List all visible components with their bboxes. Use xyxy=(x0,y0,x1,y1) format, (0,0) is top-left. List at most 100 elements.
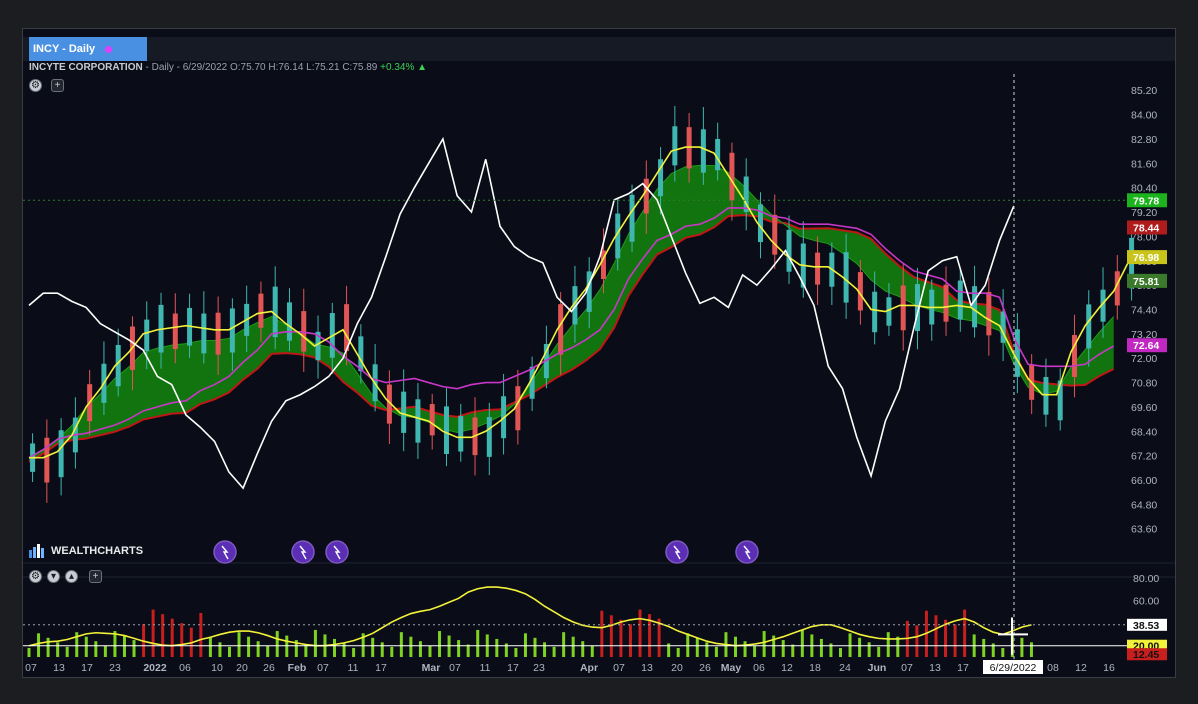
eye-icon[interactable]: ▾ xyxy=(47,570,60,583)
x-tick-label: 17 xyxy=(81,662,93,674)
rsi-label-bg xyxy=(1127,618,1167,631)
y-tick-label: 85.20 xyxy=(1131,85,1157,97)
price-label-bg xyxy=(1127,250,1167,265)
candle-body xyxy=(386,384,392,424)
x-tick-label: 6/29/2022 xyxy=(990,662,1037,674)
candle-body xyxy=(115,344,121,387)
price-label: 78.44 xyxy=(1133,222,1159,234)
candle-body xyxy=(201,313,207,354)
y-tick-label: 79.20 xyxy=(1131,207,1157,219)
price-label-bg xyxy=(1127,220,1167,235)
rsi-label-bg xyxy=(1127,648,1167,661)
candle-body xyxy=(515,386,521,431)
price-label-bg xyxy=(1127,338,1167,353)
candle-body xyxy=(914,284,920,331)
settings-icon[interactable]: ⚙ xyxy=(29,570,42,583)
rsi-tick-label: 80.00 xyxy=(1133,573,1159,585)
symbol-tab[interactable]: INCY - Daily xyxy=(29,37,147,61)
candle-body xyxy=(715,138,721,171)
x-tick-label: Feb xyxy=(288,662,307,674)
x-tick-label: Apr xyxy=(580,662,598,674)
x-tick-label: 07 xyxy=(901,662,913,674)
x-tick-label: 26 xyxy=(699,662,711,674)
candle-body xyxy=(1043,376,1049,415)
candle-body xyxy=(286,302,292,341)
candle-body xyxy=(301,311,307,352)
candle-body xyxy=(857,272,863,311)
low-value: L:75.21 xyxy=(306,62,340,73)
x-tick-label: Mar xyxy=(422,662,441,674)
collapse-icon[interactable]: ▴ xyxy=(65,570,78,583)
candle-body xyxy=(943,284,949,322)
x-tick-label: 18 xyxy=(809,662,821,674)
candle-body xyxy=(401,391,407,433)
x-tick-label: 23 xyxy=(109,662,121,674)
candle-body xyxy=(815,252,821,285)
candle-body xyxy=(1014,329,1020,377)
x-tick-label: 17 xyxy=(375,662,387,674)
x-tick-label: 17 xyxy=(507,662,519,674)
y-tick-label: 82.80 xyxy=(1131,134,1157,146)
x-tick-label: 07 xyxy=(317,662,329,674)
lightning-glyph xyxy=(221,545,229,560)
rsi-tick-label: 38.53 xyxy=(1133,620,1159,632)
lightning-glyph xyxy=(673,545,681,560)
y-tick-label: 63.60 xyxy=(1131,524,1157,536)
add-icon[interactable]: + xyxy=(51,79,64,92)
candle-body xyxy=(558,304,564,355)
candle-body xyxy=(786,229,792,272)
y-tick-label: 74.40 xyxy=(1131,304,1157,316)
y-tick-label: 73.20 xyxy=(1131,329,1157,341)
settings-icon[interactable]: ⚙ xyxy=(29,79,42,92)
candle-body xyxy=(872,291,878,333)
open-value: O:75.70 xyxy=(229,62,266,73)
candle-body xyxy=(572,286,578,325)
lightning-glyph xyxy=(743,545,751,560)
candle-body xyxy=(215,312,221,355)
candle-body xyxy=(258,293,264,328)
brand-text: WEALTHCHARTS xyxy=(51,544,144,557)
x-tick-label: 08 xyxy=(1047,662,1059,674)
price-label: 72.64 xyxy=(1133,340,1159,352)
high-value: H:76.14 xyxy=(268,62,304,73)
x-tick-label: 23 xyxy=(533,662,545,674)
candle-body xyxy=(415,399,421,443)
price-label: 79.78 xyxy=(1133,195,1159,207)
candle-body xyxy=(58,430,64,478)
candle-body xyxy=(315,331,321,361)
close-value: C:75.89 xyxy=(342,62,378,73)
x-tick-label: 12 xyxy=(781,662,793,674)
senkou-span-b-line xyxy=(28,214,1115,463)
candle-body xyxy=(1114,271,1120,306)
x-tick-label: 24 xyxy=(839,662,851,674)
y-tick-label: 64.80 xyxy=(1131,499,1157,511)
rsi-line xyxy=(28,586,1032,647)
candle-body xyxy=(1057,380,1063,421)
ohlc-info-line: INCYTE CORPORATION - Daily - 6/29/2022 O… xyxy=(29,62,427,73)
x-tick-label: 10 xyxy=(211,662,223,674)
candle-body xyxy=(843,252,849,303)
x-tick-label: 07 xyxy=(449,662,461,674)
change-value: +0.34% ▲ xyxy=(380,62,428,73)
candle-body xyxy=(772,214,778,255)
x-tick-label: 26 xyxy=(263,662,275,674)
price-chart[interactable]: 85.2084.0082.8081.6080.4079.2078.0076.80… xyxy=(23,29,1176,678)
symbol-color-dot xyxy=(105,45,113,53)
brand-logo: WEALTHCHARTS xyxy=(29,544,143,558)
x-crosshair-label-bg xyxy=(983,660,1043,674)
y-tick-label: 67.20 xyxy=(1131,451,1157,463)
candle-body xyxy=(1086,304,1092,349)
candle-body xyxy=(743,176,749,213)
candle-body xyxy=(1071,335,1077,377)
x-tick-label: 07 xyxy=(25,662,37,674)
candle-body xyxy=(443,406,449,454)
candle-body xyxy=(586,271,592,312)
candle-body xyxy=(600,250,606,280)
add-icon[interactable]: + xyxy=(89,570,102,583)
candle-body xyxy=(957,280,963,320)
lightning-glyph xyxy=(333,545,341,560)
x-tick-label: May xyxy=(721,662,742,674)
candle-body xyxy=(972,286,978,328)
x-tick-label: 20 xyxy=(236,662,248,674)
candle-body xyxy=(729,152,735,201)
